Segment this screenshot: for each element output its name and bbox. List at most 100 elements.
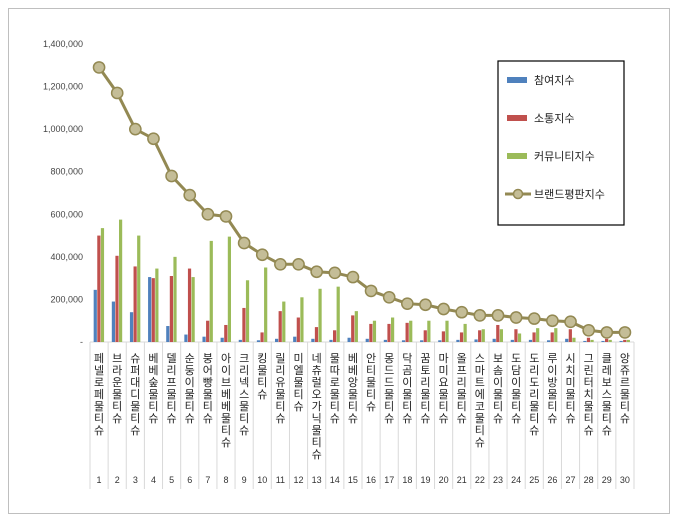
bar-참여지수-11 xyxy=(275,338,279,342)
bar-소통지수-16 xyxy=(369,323,373,342)
point-브랜드평판지수-15 xyxy=(346,270,360,284)
bar-커뮤니티지수-28 xyxy=(590,339,594,342)
bar-커뮤니티지수-12 xyxy=(300,297,304,342)
bar-커뮤니티지수-8 xyxy=(227,236,231,342)
x-rank-label: 8 xyxy=(223,475,228,485)
point-브랜드평판지수-18 xyxy=(400,297,414,311)
bar-커뮤니티지수-1 xyxy=(100,228,105,342)
x-rank-label: 10 xyxy=(257,475,267,485)
x-rank-label: 28 xyxy=(584,475,594,485)
x-rank-label: 19 xyxy=(420,475,430,485)
x-rank-label: 18 xyxy=(402,475,412,485)
bar-커뮤니티지수-19 xyxy=(427,320,431,342)
bar-참여지수-22 xyxy=(474,339,478,342)
bar-커뮤니티지수-24 xyxy=(517,333,522,342)
bar-참여지수-25 xyxy=(528,339,533,342)
point-브랜드평판지수-6 xyxy=(183,188,197,202)
bar-소통지수-13 xyxy=(314,327,319,342)
point-브랜드평판지수-20 xyxy=(437,302,450,316)
bar-참여지수-4 xyxy=(148,277,152,342)
point-브랜드평판지수-9 xyxy=(237,236,251,250)
x-rank-label: 30 xyxy=(620,475,630,485)
bar-커뮤니티지수-6 xyxy=(191,277,195,342)
bar-소통지수-4 xyxy=(151,278,155,342)
bar-참여지수-1 xyxy=(93,289,97,342)
bar-참여지수-23 xyxy=(492,338,496,342)
bar-커뮤니티지수-30 xyxy=(626,339,630,342)
bar-커뮤니티지수-29 xyxy=(608,339,612,342)
bar-소통지수-3 xyxy=(133,266,137,342)
legend-marker-브랜드평판지수 xyxy=(512,188,524,200)
point-브랜드평판지수-28 xyxy=(582,323,596,337)
bar-커뮤니티지수-4 xyxy=(155,268,159,342)
x-rank-label: 25 xyxy=(529,475,539,485)
bar-커뮤니티지수-10 xyxy=(264,267,268,342)
x-rank-label: 20 xyxy=(439,475,449,485)
bar-커뮤니티지수-14 xyxy=(336,286,340,342)
point-브랜드평판지수-4 xyxy=(147,132,160,146)
legend-swatch-참여지수 xyxy=(507,77,527,83)
bar-참여지수-10 xyxy=(256,340,261,342)
point-브랜드평판지수-22 xyxy=(473,309,487,322)
bar-참여지수-18 xyxy=(401,340,406,342)
bar-line-chart: 1,400,000 1,200,000 1,000,000 800,000 600,00… xyxy=(43,39,635,489)
legend-swatch-커뮤니티지수 xyxy=(507,153,527,159)
bar-소통지수-1 xyxy=(97,235,101,342)
bar-참여지수-8 xyxy=(220,337,224,342)
legend-label: 커뮤니티지수 xyxy=(534,150,595,163)
bar-커뮤니티지수-23 xyxy=(499,329,503,342)
y-tick-label: 1,400,000 xyxy=(43,39,83,49)
x-rank-label: 3 xyxy=(133,475,138,485)
bar-참여지수-17 xyxy=(383,339,387,342)
bar-소통지수-2 xyxy=(115,255,119,342)
bar-커뮤니티지수-17 xyxy=(391,317,395,342)
bar-참여지수-26 xyxy=(547,340,551,342)
point-브랜드평판지수-27 xyxy=(564,315,577,329)
bar-소통지수-8 xyxy=(224,324,228,342)
bar-참여지수-9 xyxy=(238,339,242,342)
bar-참여지수-16 xyxy=(365,338,369,342)
bar-소통지수-10 xyxy=(260,332,264,342)
bar-소통지수-29 xyxy=(605,338,609,342)
bar-소통지수-28 xyxy=(586,337,591,342)
x-rank-label: 23 xyxy=(493,475,503,485)
bar-참여지수-15 xyxy=(347,337,351,342)
legend-label: 브랜드평판지수 xyxy=(534,188,605,201)
point-브랜드평판지수-13 xyxy=(310,265,324,279)
y-tick-label: 600,000 xyxy=(50,209,83,219)
bar-참여지수-6 xyxy=(184,334,188,342)
bar-소통지수-26 xyxy=(550,332,554,342)
bar-참여지수-27 xyxy=(565,338,569,342)
legend-swatch-소통지수 xyxy=(507,115,527,121)
bar-커뮤니티지수-27 xyxy=(572,337,576,342)
bar-소통지수-17 xyxy=(387,323,391,342)
bar-소통지수-25 xyxy=(532,332,536,342)
y-tick-label: 1,000,000 xyxy=(43,124,83,134)
bar-소통지수-19 xyxy=(423,330,427,342)
bar-커뮤니티지수-22 xyxy=(481,329,485,342)
x-rank-label: 11 xyxy=(276,475,285,485)
bar-참여지수-12 xyxy=(293,336,297,342)
bar-참여지수-29 xyxy=(601,340,605,342)
point-브랜드평판지수-10 xyxy=(255,248,269,262)
point-브랜드평판지수-21 xyxy=(455,305,469,319)
bar-참여지수-2 xyxy=(111,301,115,342)
bar-참여지수-21 xyxy=(456,339,460,342)
bar-소통지수-23 xyxy=(496,324,500,342)
y-tick-label: 400,000 xyxy=(50,252,83,262)
point-브랜드평판지수-12 xyxy=(292,257,305,271)
